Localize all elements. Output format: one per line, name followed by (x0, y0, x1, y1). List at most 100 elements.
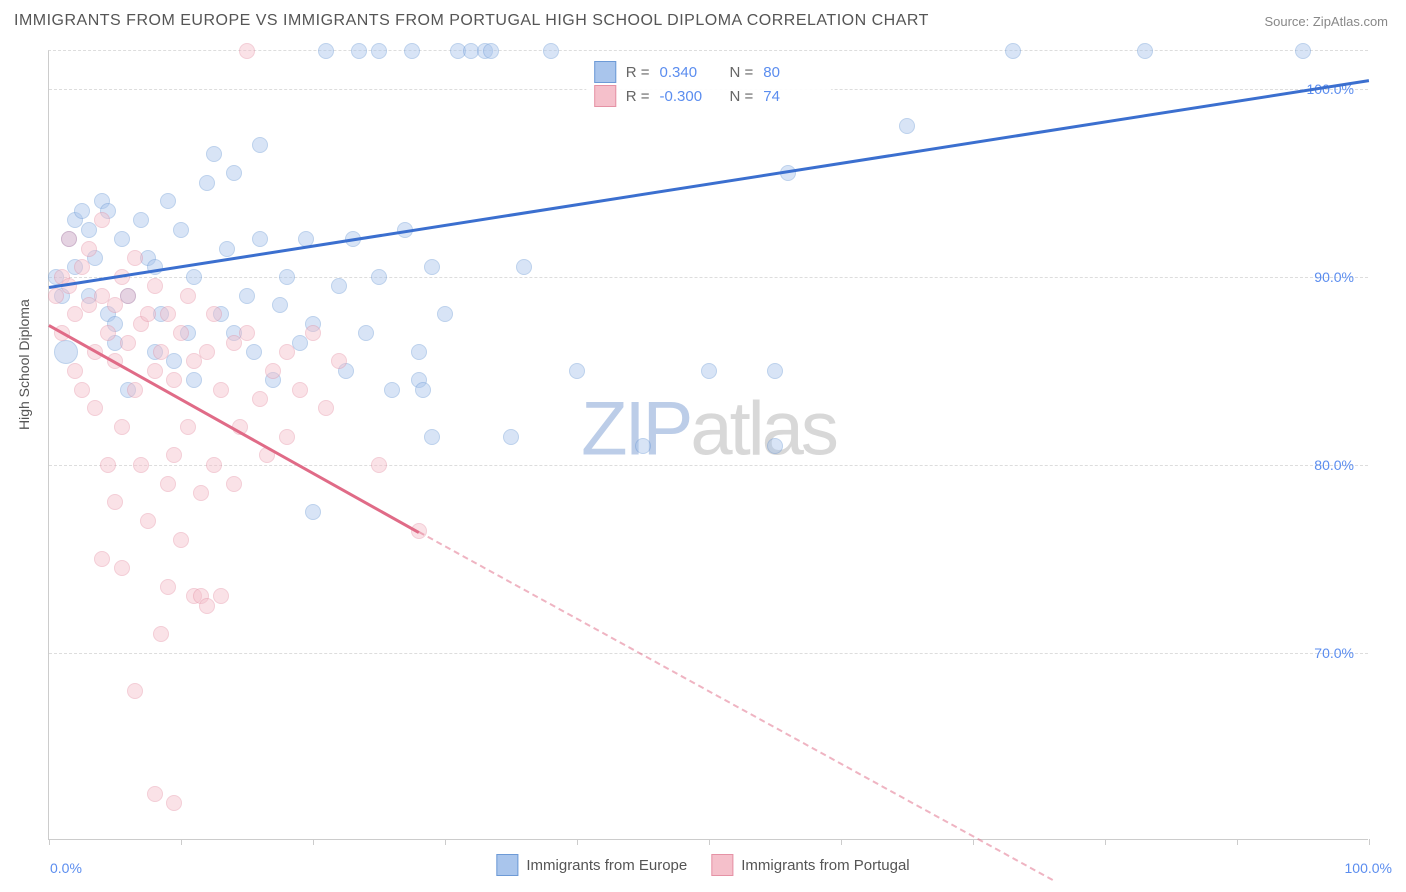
x-tick-mark (841, 839, 842, 845)
data-point (133, 212, 149, 228)
data-point (226, 476, 242, 492)
data-point (173, 532, 189, 548)
data-point (67, 363, 83, 379)
swatch-portugal (594, 85, 616, 107)
data-point (120, 335, 136, 351)
data-point (226, 165, 242, 181)
data-point (437, 306, 453, 322)
data-point (305, 504, 321, 520)
data-point (371, 43, 387, 59)
data-point (166, 795, 182, 811)
data-point (411, 344, 427, 360)
series-legend: Immigrants from Europe Immigrants from P… (496, 854, 909, 876)
data-point (305, 325, 321, 341)
data-point (160, 476, 176, 492)
data-point (206, 146, 222, 162)
legend-row-portugal: R = -0.300 N = 74 (594, 85, 824, 107)
source-attribution: Source: ZipAtlas.com (1264, 14, 1388, 29)
data-point (358, 325, 374, 341)
data-point (81, 241, 97, 257)
data-point (147, 363, 163, 379)
data-point (292, 382, 308, 398)
data-point (213, 382, 229, 398)
data-point (186, 269, 202, 285)
data-point (279, 269, 295, 285)
data-point (120, 288, 136, 304)
legend-label: Immigrants from Portugal (741, 857, 909, 874)
data-point (166, 447, 182, 463)
data-point (54, 340, 78, 364)
x-tick-mark (577, 839, 578, 845)
legend-label: Immigrants from Europe (526, 857, 687, 874)
data-point (114, 419, 130, 435)
data-point (206, 306, 222, 322)
data-point (371, 269, 387, 285)
data-point (1005, 43, 1021, 59)
data-point (133, 457, 149, 473)
data-point (160, 306, 176, 322)
data-point (899, 118, 915, 134)
data-point (61, 231, 77, 247)
data-point (1295, 43, 1311, 59)
data-point (569, 363, 585, 379)
data-point (516, 259, 532, 275)
data-point (94, 551, 110, 567)
x-axis-max: 100.0% (1345, 860, 1392, 876)
data-point (140, 513, 156, 529)
data-point (166, 372, 182, 388)
data-point (147, 786, 163, 802)
x-tick-mark (973, 839, 974, 845)
data-point (701, 363, 717, 379)
x-tick-mark (181, 839, 182, 845)
data-point (100, 325, 116, 341)
data-point (173, 222, 189, 238)
gridline (49, 653, 1368, 654)
data-point (404, 43, 420, 59)
data-point (246, 344, 262, 360)
data-point (272, 297, 288, 313)
data-point (153, 626, 169, 642)
y-axis-label: High School Diploma (16, 299, 32, 430)
data-point (424, 259, 440, 275)
data-point (147, 278, 163, 294)
y-tick-label: 70.0% (1314, 645, 1354, 661)
data-point (160, 579, 176, 595)
data-point (114, 231, 130, 247)
data-point (265, 363, 281, 379)
data-point (173, 325, 189, 341)
swatch-portugal (711, 854, 733, 876)
trend-line (48, 324, 419, 533)
data-point (543, 43, 559, 59)
data-point (127, 250, 143, 266)
swatch-europe (594, 61, 616, 83)
data-point (767, 363, 783, 379)
data-point (767, 438, 783, 454)
y-tick-label: 90.0% (1314, 269, 1354, 285)
data-point (503, 429, 519, 445)
data-point (160, 193, 176, 209)
x-tick-mark (1369, 839, 1370, 845)
data-point (87, 400, 103, 416)
data-point (483, 43, 499, 59)
data-point (199, 344, 215, 360)
data-point (193, 485, 209, 501)
data-point (206, 457, 222, 473)
data-point (127, 683, 143, 699)
x-tick-mark (313, 839, 314, 845)
swatch-europe (496, 854, 518, 876)
data-point (180, 288, 196, 304)
trend-line (418, 531, 1053, 881)
data-point (147, 259, 163, 275)
data-point (415, 382, 431, 398)
legend-item-portugal: Immigrants from Portugal (711, 854, 909, 876)
x-tick-mark (1237, 839, 1238, 845)
data-point (74, 382, 90, 398)
data-point (219, 241, 235, 257)
gridline (49, 465, 1368, 466)
data-point (140, 306, 156, 322)
data-point (114, 560, 130, 576)
x-tick-mark (445, 839, 446, 845)
data-point (74, 259, 90, 275)
data-point (252, 137, 268, 153)
data-point (94, 212, 110, 228)
